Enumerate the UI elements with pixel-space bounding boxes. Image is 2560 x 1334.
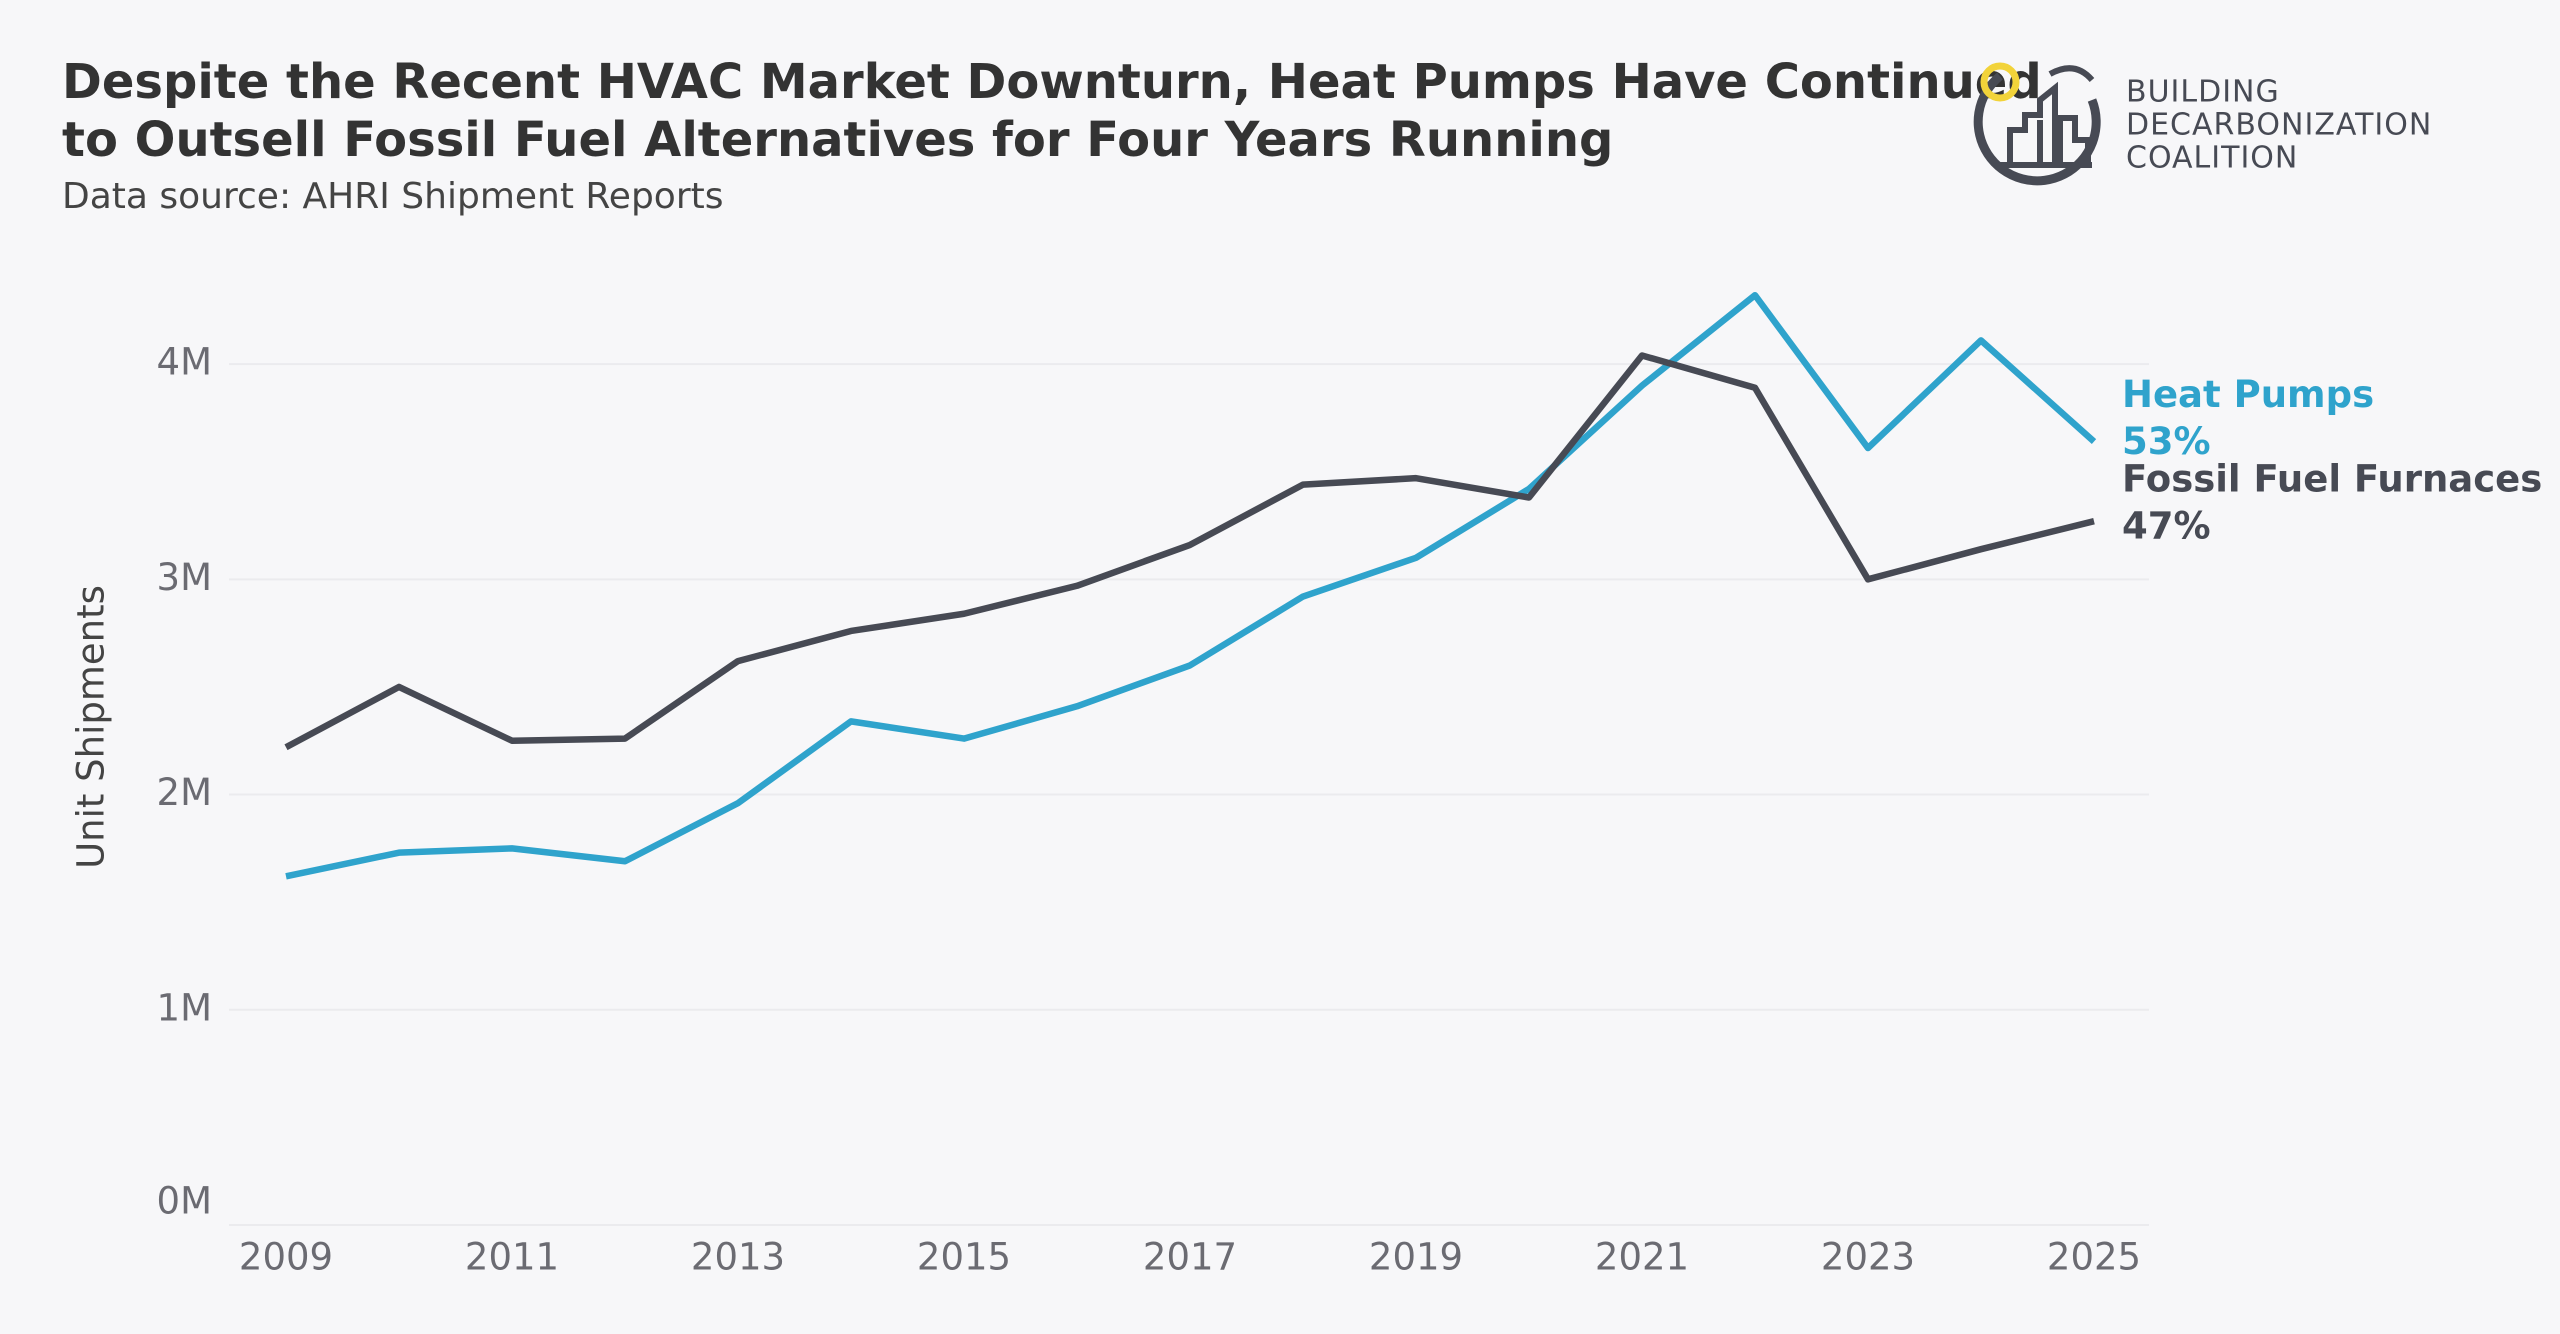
x-tick-label: 2023 (1821, 1236, 1915, 1279)
series-line (284, 352, 2095, 751)
series-label: Heat Pumps (2122, 373, 2374, 416)
x-tick-label: 2011 (465, 1236, 559, 1279)
series-label: Fossil Fuel Furnaces (2122, 458, 2542, 501)
logo-text: COALITION (2126, 141, 2298, 176)
logo-buildings (2000, 81, 2092, 168)
chart-subtitle: Data source: AHRI Shipment Reports (62, 176, 724, 217)
y-tick-label: 4M (157, 341, 212, 384)
chart-title: to Outsell Fossil Fuel Alternatives for … (62, 112, 1613, 168)
y-axis-title: Unit Shipments (70, 585, 113, 869)
logo-plug (2048, 65, 2095, 83)
logo-text: DECARBONIZATION (2126, 108, 2432, 143)
series-share: 53% (2122, 420, 2211, 463)
x-tick-label: 2017 (1143, 1236, 1237, 1279)
x-tick-label: 2019 (1369, 1236, 1463, 1279)
y-tick-label: 2M (157, 771, 212, 814)
series-line (285, 291, 2097, 880)
y-tick-label: 1M (157, 986, 212, 1029)
x-tick-label: 2025 (2047, 1236, 2141, 1279)
x-tick-label: 2013 (691, 1236, 785, 1279)
series-share: 47% (2122, 505, 2211, 548)
chart-title: Despite the Recent HVAC Market Downturn,… (62, 54, 2042, 110)
x-tick-label: 2021 (1595, 1236, 1689, 1279)
logo-sun (1980, 62, 2020, 102)
logo-ring (1973, 72, 2101, 186)
x-tick-label: 2009 (239, 1236, 333, 1279)
y-tick-label: 3M (157, 556, 212, 599)
y-tick-label: 0M (157, 1180, 212, 1223)
logo: BUILDING DECARBONIZATION COALITION (1973, 62, 2432, 186)
logo-text: BUILDING (2126, 75, 2280, 110)
x-tick-label: 2015 (917, 1236, 1011, 1279)
